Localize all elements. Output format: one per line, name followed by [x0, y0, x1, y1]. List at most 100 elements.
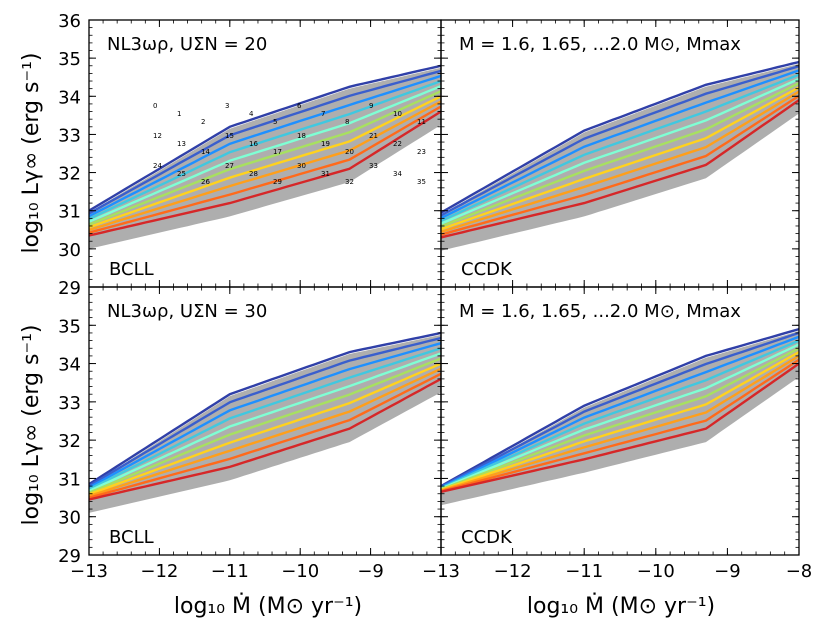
y-tick-label: 32: [58, 164, 81, 185]
source-number: 27: [225, 162, 234, 170]
model-curve: [441, 335, 799, 489]
y-axis-label-bottom: log₁₀ Lγ∞ (erg s⁻¹): [19, 325, 44, 526]
model-curve: [89, 74, 441, 218]
source-number: 24: [153, 162, 162, 170]
source-number: 23: [417, 148, 426, 156]
source-number: 20: [345, 148, 354, 156]
source-number: 4: [249, 110, 254, 118]
panel-title: NL3ωρ, UΣN = 20: [107, 34, 267, 55]
source-number: 13: [177, 140, 186, 148]
model-curve: [89, 352, 441, 493]
source-number: 19: [321, 140, 330, 148]
source-number: 15: [225, 132, 234, 140]
model-curve: [441, 331, 799, 488]
source-number: 0: [153, 102, 157, 110]
model-curve: [441, 358, 799, 493]
panel-title: M = 1.6, 1.65, ...2.0 M⊙, Mmax: [459, 34, 741, 55]
model-curve: [441, 327, 799, 488]
panel-title: NL3ωρ, UΣN = 30: [107, 301, 267, 322]
model-curve: [89, 105, 441, 234]
y-tick-label: 34: [58, 87, 81, 108]
x-tick-label: −10: [281, 561, 319, 582]
model-curve: [89, 372, 441, 499]
model-curve: [89, 95, 441, 229]
model-curve: [441, 65, 799, 217]
source-number: 17: [273, 148, 282, 156]
model-curve: [441, 339, 799, 490]
y-tick-label: 30: [58, 508, 81, 529]
y-tick-label: 31: [58, 202, 81, 223]
panel-corner-label: CCDK: [461, 259, 513, 280]
y-tick-label: 35: [58, 316, 81, 337]
model-curve: [441, 354, 799, 492]
model-curve: [89, 367, 441, 498]
source-number: 8: [345, 118, 349, 126]
x-tick-label: −12: [140, 561, 178, 582]
model-curve: [441, 82, 799, 228]
source-number: 2: [201, 118, 205, 126]
source-number: 1: [177, 110, 181, 118]
model-curve: [441, 86, 799, 231]
source-number: 3: [225, 102, 229, 110]
source-number: 18: [297, 132, 306, 140]
source-number: 31: [321, 170, 330, 178]
model-curve: [441, 99, 799, 239]
x-tick-label: −9: [714, 561, 741, 582]
panel-corner-label: CCDK: [461, 527, 513, 548]
x-axis-label-right: log₁₀ Ṁ (M⊙ yr⁻¹): [527, 593, 715, 619]
panel-bottom-left: 29 30 31 32 33 34 35 −13 −12 −11 −10 −9 NL3ωρ, UΣN =…: [58, 286, 442, 582]
source-number: 9: [369, 102, 373, 110]
model-curve: [441, 60, 799, 214]
model-curve: [89, 331, 441, 486]
source-number: 32: [345, 178, 354, 186]
gray-envelope: [441, 63, 799, 251]
model-curve: [89, 110, 441, 237]
model-curve: [89, 64, 441, 212]
model-curve: [89, 84, 441, 223]
x-tick-label: −10: [637, 561, 675, 582]
y-tick-label: 33: [58, 125, 81, 146]
y-tick-label: 34: [58, 355, 81, 376]
model-curve: [89, 342, 441, 489]
model-curve: [441, 73, 799, 222]
source-number: 35: [417, 178, 426, 186]
source-number: 7: [321, 110, 325, 118]
y-tick-label: 36: [58, 11, 81, 32]
y-axis-label-top: log₁₀ Lγ∞ (erg s⁻¹): [19, 53, 44, 254]
model-curve: [89, 79, 441, 221]
model-curve: [441, 69, 799, 220]
y-tick-label: 32: [58, 431, 81, 452]
x-tick-label: −11: [211, 561, 249, 582]
panel-title: M = 1.6, 1.65, ...2.0 M⊙, Mmax: [459, 301, 741, 322]
source-number: 25: [177, 170, 186, 178]
source-number: 22: [393, 140, 402, 148]
source-number: 26: [201, 178, 210, 186]
x-axis-label-left: log₁₀ Ṁ (M⊙ yr⁻¹): [174, 593, 362, 619]
panel-bottom-right: −13 −12 −11 −10 −9 −8 M = 1.6, 1.65, ...2.0 M⊙…: [422, 286, 813, 582]
source-number: 16: [249, 140, 258, 148]
model-curve: [89, 100, 441, 232]
panel-top-right: M = 1.6, 1.65, ...2.0 M⊙, Mmax CCDK: [440, 19, 800, 288]
y-tick-label: 29: [58, 546, 81, 567]
panel-frame: [440, 286, 800, 556]
source-number: 28: [249, 170, 258, 178]
model-curve: [89, 357, 441, 494]
model-curve: [441, 77, 799, 225]
source-number: 33: [369, 162, 378, 170]
x-tick-label: −9: [357, 561, 384, 582]
source-number: 6: [297, 102, 302, 110]
source-number: 21: [369, 132, 378, 140]
x-tick-label: −11: [565, 561, 603, 582]
y-tick-label: 35: [58, 49, 81, 70]
model-curve: [89, 69, 441, 215]
source-number: 5: [273, 118, 277, 126]
panel-corner-label: BCLL: [109, 259, 154, 280]
model-curve: [441, 343, 799, 490]
x-tick-label: −8: [786, 561, 813, 582]
source-number-group: 0123456789101112131415161718192021222324…: [153, 102, 426, 186]
y-tick-label: 30: [58, 240, 81, 261]
x-tick-label: −12: [494, 561, 532, 582]
